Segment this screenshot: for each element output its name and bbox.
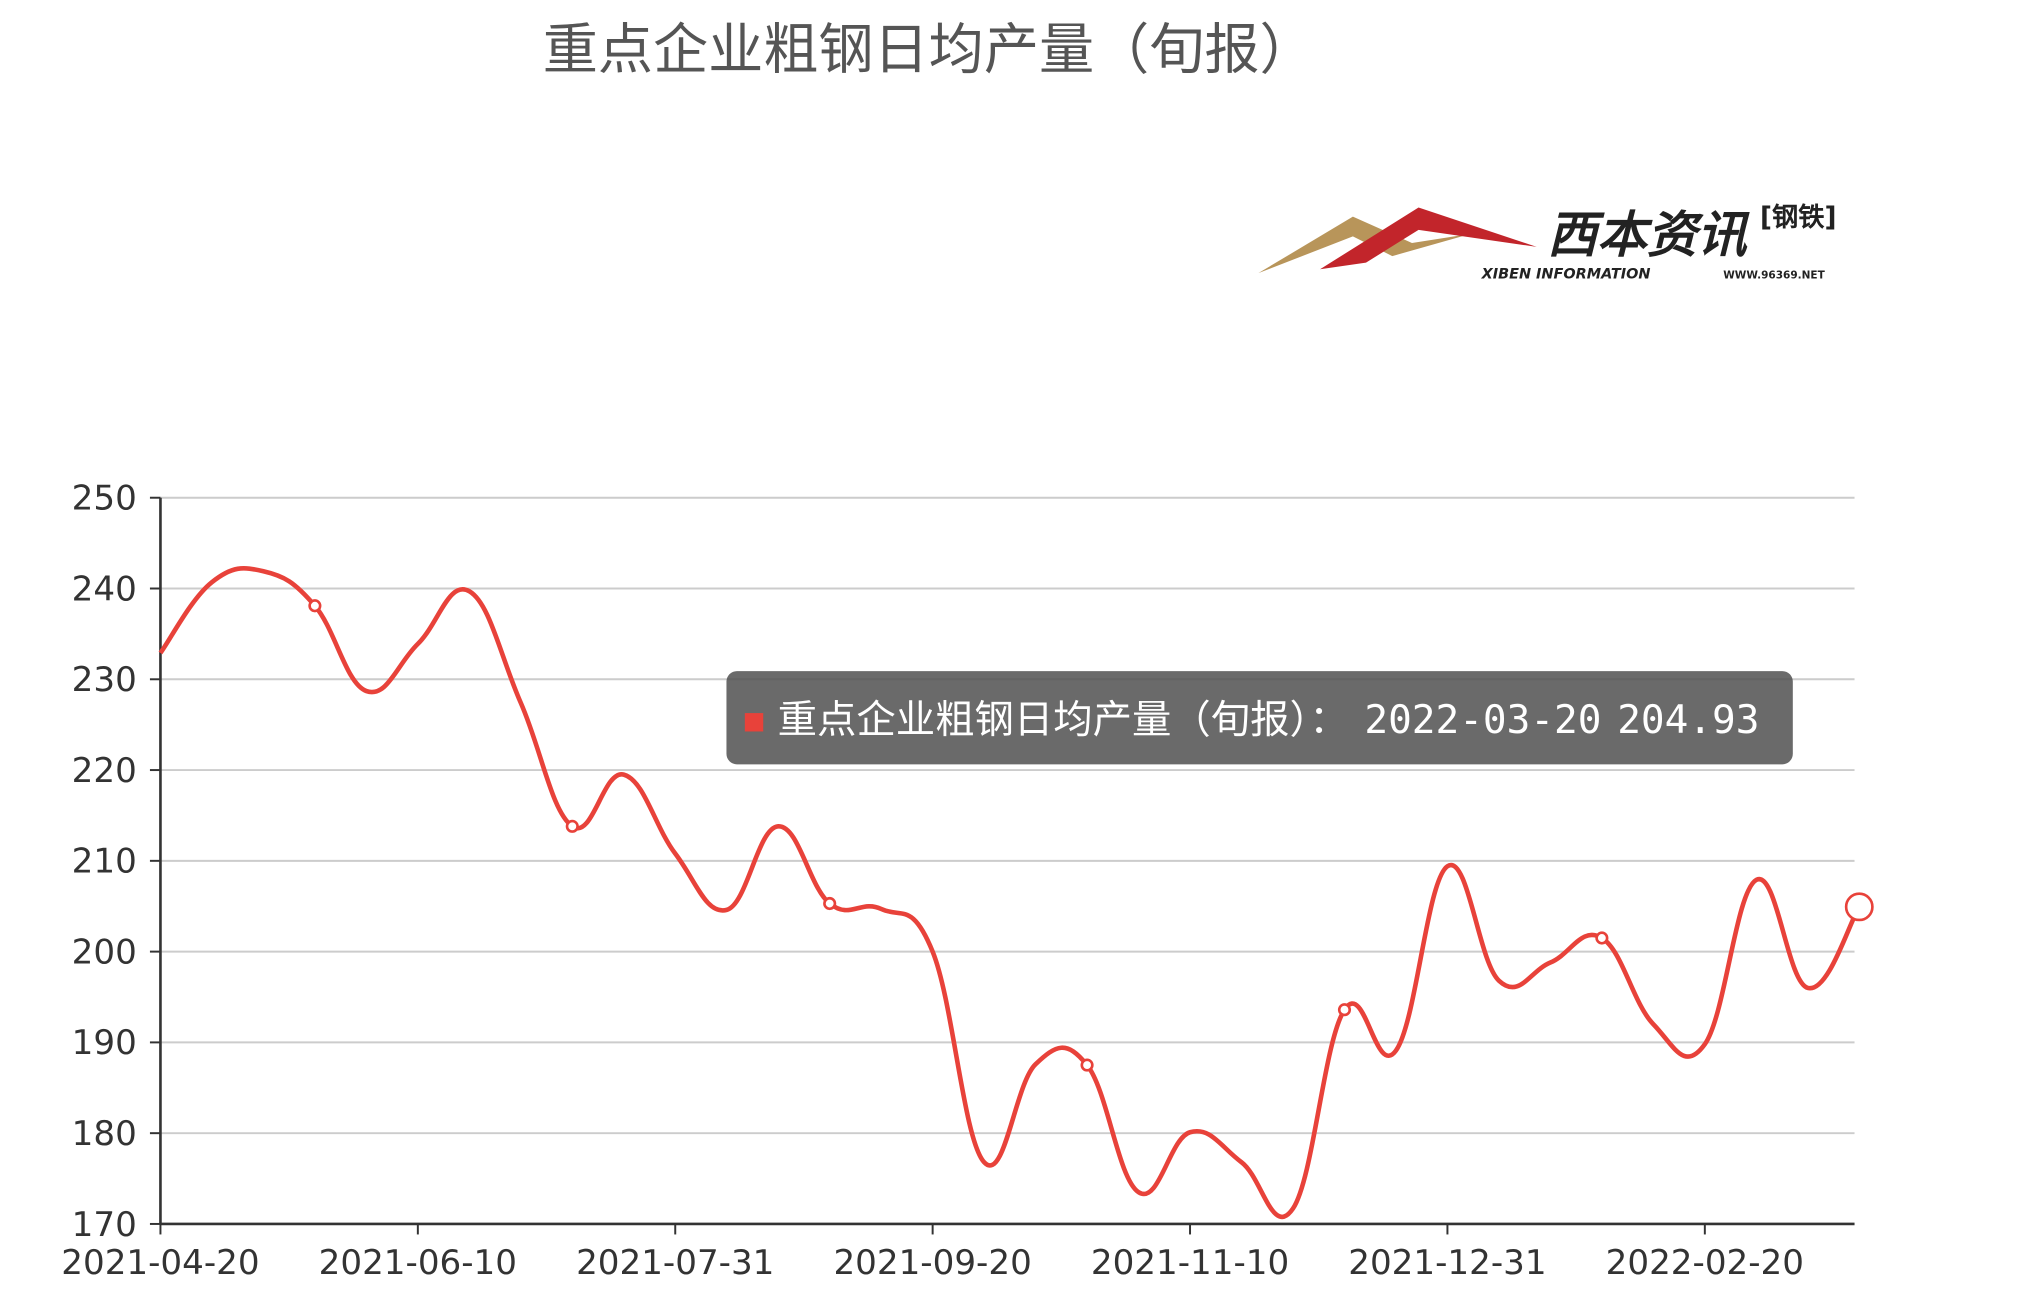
tooltip: 重点企业粗钢日均产量（旬报）： 2022-03-20 204.93 [726, 671, 1793, 765]
x-tick-label: 2021-11-10 [1091, 1243, 1289, 1283]
y-tick-label: 250 [72, 479, 137, 519]
logo-shape [1320, 207, 1537, 270]
y-tick-label: 240 [72, 569, 137, 609]
y-tick-label: 190 [72, 1023, 137, 1063]
x-tick-label: 2021-12-31 [1348, 1243, 1546, 1283]
data-point [1337, 1003, 1352, 1017]
data-point [565, 819, 579, 833]
tooltip-part: 重点企业粗钢日均产量（旬报） [778, 697, 1310, 743]
data-point [1595, 931, 1609, 945]
data-point [1844, 892, 1874, 922]
logo-shape [1258, 216, 1472, 274]
y-tick-label: 220 [72, 751, 137, 791]
y-tick-label: 200 [72, 932, 137, 972]
logo-name: 西本资讯 [1547, 206, 1750, 264]
x-tick-label: 2021-09-20 [833, 1243, 1031, 1283]
tooltip-part: 2022-03-20 [1364, 697, 1601, 743]
y-tick-label: 170 [72, 1205, 137, 1245]
data-point [1080, 1058, 1094, 1072]
data-point [308, 599, 322, 613]
y-tick-label: 230 [72, 660, 137, 700]
tooltip-box [726, 671, 1793, 765]
tooltip-part: ： [1309, 697, 1348, 743]
chart-title: 重点企业粗钢日均产量（旬报） [543, 18, 1315, 82]
x-tick-label: 2021-04-20 [61, 1243, 259, 1283]
logo-tag: [钢铁] [1760, 202, 1837, 233]
data-point [823, 896, 837, 911]
tooltip-text: 重点企业粗钢日均产量（旬报）： 2022-03-20 204.93 [778, 697, 1760, 743]
tooltip-part: 204.93 [1617, 697, 1759, 743]
logo-url: WWW.96369.NET [1723, 269, 1825, 281]
logo-english: XIBEN INFORMATION [1481, 266, 1651, 282]
x-tick-label: 2021-06-10 [319, 1243, 517, 1283]
series-line [158, 566, 1862, 1220]
x-tick-label: 2022-02-20 [1606, 1243, 1804, 1283]
y-tick-label: 210 [72, 842, 137, 882]
x-tick-label: 2021-07-31 [576, 1243, 774, 1283]
tooltip-swatch [744, 713, 764, 732]
y-tick-label: 180 [72, 1114, 137, 1154]
logo: 西本资讯 [钢铁] XIBEN INFORMATION WWW.96369.NE… [1258, 202, 1837, 282]
